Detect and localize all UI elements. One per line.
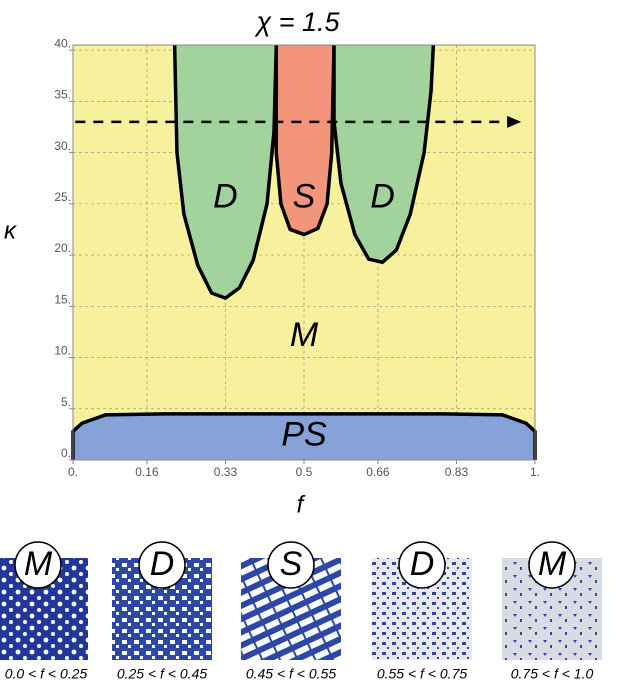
inset-label: D — [150, 545, 175, 583]
inset-caption: 0.0 < f < 0.25 — [5, 666, 88, 682]
x-tick-label: 0.16 — [135, 465, 159, 479]
x-tick-label: 0.83 — [445, 465, 469, 479]
y-tick-label: 5. — [61, 395, 71, 409]
insets: M 0.0 < f < 0.25 D 0.25 < f < 0.45 S 0.45 < f… — [0, 542, 602, 682]
inset-label: M — [538, 545, 567, 583]
phase-diagram: PS D S D M 0. 0.16 0.33 0.5 0.66 0.83 1. 0. 5. 10. 15. 2… — [4, 7, 540, 518]
region-label: D — [213, 178, 238, 216]
inset-label: S — [280, 545, 303, 583]
inset-label: D — [410, 545, 435, 583]
inset-caption: 0.25 < f < 0.45 — [117, 666, 208, 682]
y-tick-label: 10. — [54, 344, 71, 358]
x-tick-label: 1. — [530, 465, 540, 479]
x-tick-label: 0.5 — [296, 465, 313, 479]
inset-caption: 0.55 < f < 0.75 — [377, 666, 468, 682]
x-tick-label: 0.33 — [214, 465, 238, 479]
y-tick-label: 20. — [54, 241, 71, 255]
x-axis-label: f — [297, 491, 306, 518]
y-tick-label: 25. — [54, 190, 71, 204]
chart-title: χ = 1.5 — [254, 7, 340, 37]
y-tick-label: 40. — [54, 36, 71, 50]
inset-caption: 0.45 < f < 0.55 — [246, 666, 337, 682]
region-label: D — [370, 178, 395, 216]
y-tick-label: 0. — [61, 446, 71, 460]
y-axis-label: κ — [4, 217, 18, 244]
x-tick-label: 0. — [68, 465, 78, 479]
region-label: S — [293, 178, 316, 216]
inset-label: M — [24, 545, 53, 583]
x-tick-label: 0.66 — [366, 465, 390, 479]
region-label: M — [290, 316, 319, 354]
inset-caption: 0.75 < f < 1.0 — [511, 666, 594, 682]
page: PS D S D M 0. 0.16 0.33 0.5 0.66 0.83 1. 0. 5. 10. 15. 2… — [0, 0, 621, 685]
y-tick-label: 35. — [54, 88, 71, 102]
region-label: PS — [281, 415, 327, 453]
y-tick-label: 30. — [54, 139, 71, 153]
y-tick-label: 15. — [54, 292, 71, 306]
